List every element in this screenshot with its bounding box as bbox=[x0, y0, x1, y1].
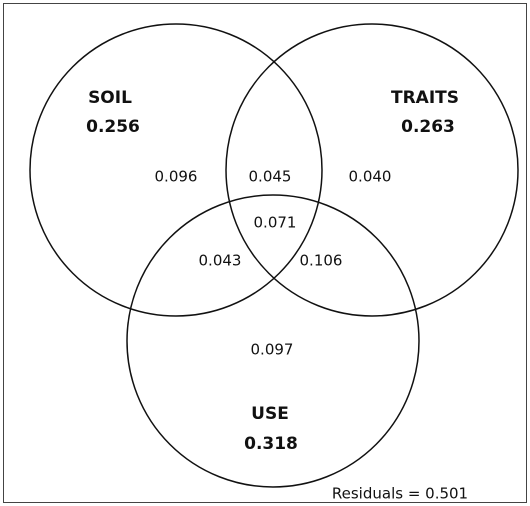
region-value: 0.071 bbox=[254, 214, 297, 232]
soil-circle bbox=[29, 23, 323, 317]
set-total: 0.318 bbox=[244, 434, 298, 454]
residuals: Residuals = 0.501 bbox=[332, 485, 468, 503]
set-name: USE bbox=[251, 404, 289, 424]
set-total: 0.256 bbox=[86, 117, 140, 137]
region-value: 0.106 bbox=[300, 252, 343, 270]
region-value: 0.043 bbox=[199, 252, 242, 270]
use-circle bbox=[126, 194, 420, 488]
region-value: 0.097 bbox=[251, 341, 294, 359]
set-name: SOIL bbox=[88, 88, 132, 108]
region-value: 0.045 bbox=[249, 168, 292, 186]
set-total: 0.263 bbox=[401, 117, 455, 137]
region-value: 0.040 bbox=[349, 168, 392, 186]
traits-circle bbox=[225, 23, 519, 317]
region-value: 0.096 bbox=[155, 168, 198, 186]
frame bbox=[3, 3, 527, 503]
set-name: TRAITS bbox=[391, 88, 459, 108]
